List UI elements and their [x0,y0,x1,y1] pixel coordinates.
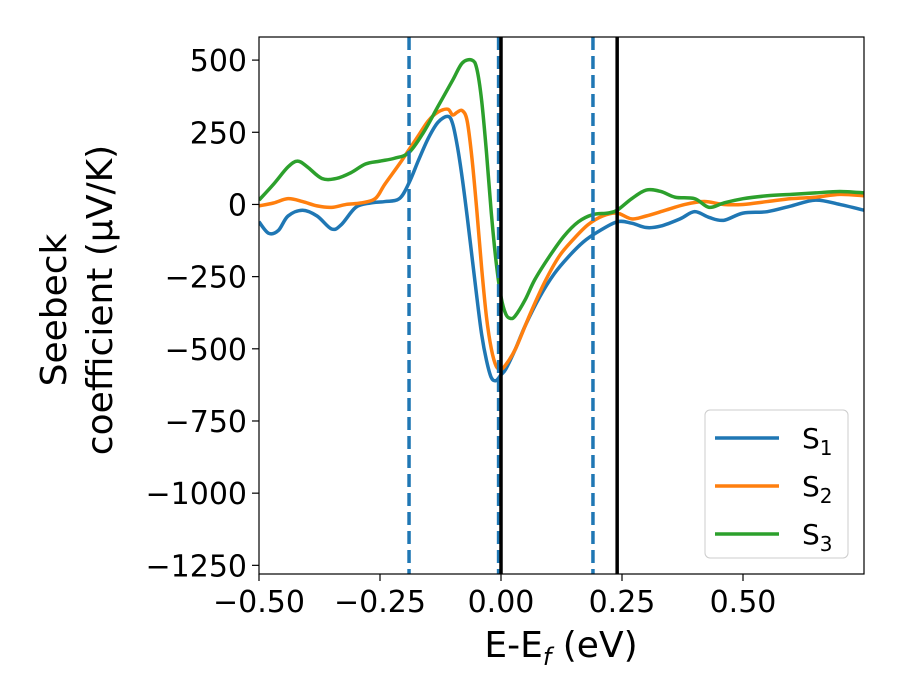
y-tick-label: −750 [165,405,247,440]
x-tick-label: −0.50 [213,585,305,620]
legend-label-s1: S1 [802,422,833,460]
y-axis-title-line2: coefficient (μV/K) [80,145,121,455]
y-axis-title-line1: Seebeck [34,233,75,386]
x-axis-title-unit: (eV) [551,625,637,666]
y-tick-label: 250 [190,116,247,151]
y-tick-label: −500 [165,333,247,368]
legend: S1 S2 S3 [704,409,849,559]
x-tick-label: −0.25 [334,585,426,620]
legend-box [704,409,849,559]
y-tick-label: −1000 [146,477,247,512]
y-tick-label: 0 [228,188,247,223]
y-tick-label: −250 [165,261,247,296]
x-tick-label: 0.50 [710,585,777,620]
x-axis-title: E-Ef (eV) [484,625,637,671]
series-line-s1 [259,114,864,383]
series-line-s2 [259,107,864,371]
legend-label-s2: S2 [802,470,833,508]
y-tick-label: −1250 [146,549,247,584]
legend-label-s3: S3 [802,518,833,556]
x-tick-label: 0.00 [468,585,535,620]
y-tick-label: 500 [190,44,247,79]
plot-frame [258,36,865,575]
x-tick-label: 0.25 [589,585,656,620]
series-line-s3 [259,57,864,321]
